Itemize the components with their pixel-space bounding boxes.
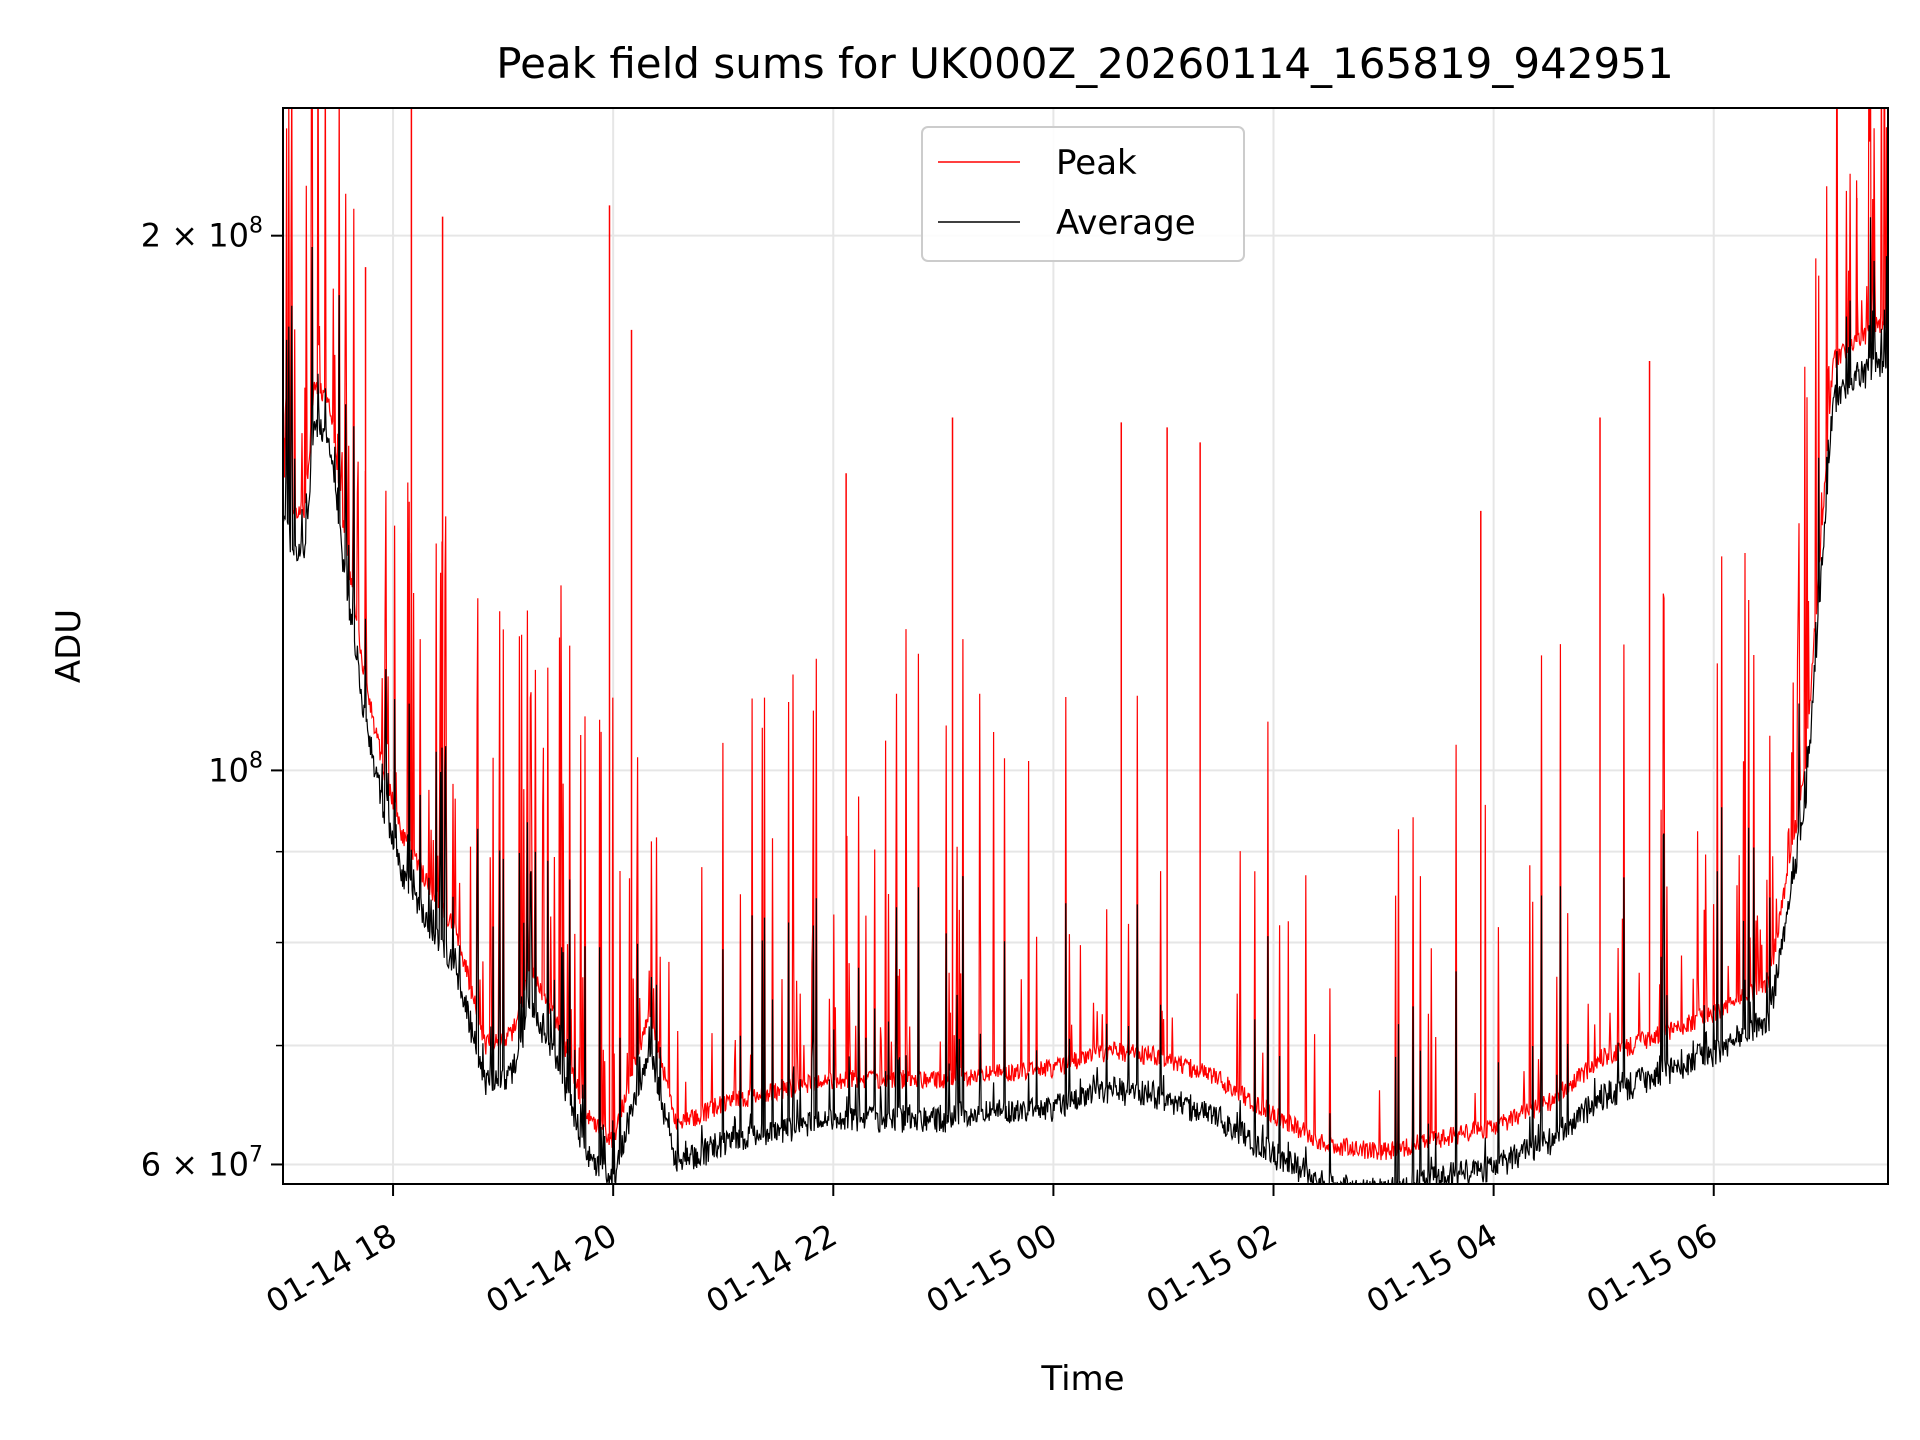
plot-frame (282, 107, 1889, 1185)
legend-box (921, 126, 1245, 262)
series-average-line (283, 217, 1888, 1184)
x-axis-label: Time (1040, 1359, 1124, 1399)
y-tick-label: 6 × 107 (141, 1142, 263, 1183)
y-tick-label: 108 (208, 748, 263, 789)
legend-average-label: Average (1056, 203, 1196, 243)
chart-title: Peak field sums for UK000Z_20260114_1658… (496, 39, 1673, 88)
series-layer (283, 108, 1888, 1184)
y-tick-label: 2 × 108 (141, 214, 263, 255)
y-axis-label: ADU (49, 609, 89, 683)
legend-peak-label: Peak (1056, 143, 1137, 183)
legend: Peak Average (921, 126, 1245, 262)
y-axis: 6 × 107 108 2 × 108 (141, 214, 283, 1183)
series-peak-line (283, 108, 1888, 1161)
